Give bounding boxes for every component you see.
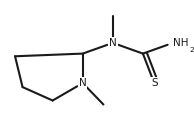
Text: N: N (109, 38, 117, 48)
Text: N: N (79, 78, 87, 88)
Text: NH: NH (173, 38, 189, 48)
Text: S: S (151, 78, 158, 88)
Text: 2: 2 (190, 47, 194, 53)
